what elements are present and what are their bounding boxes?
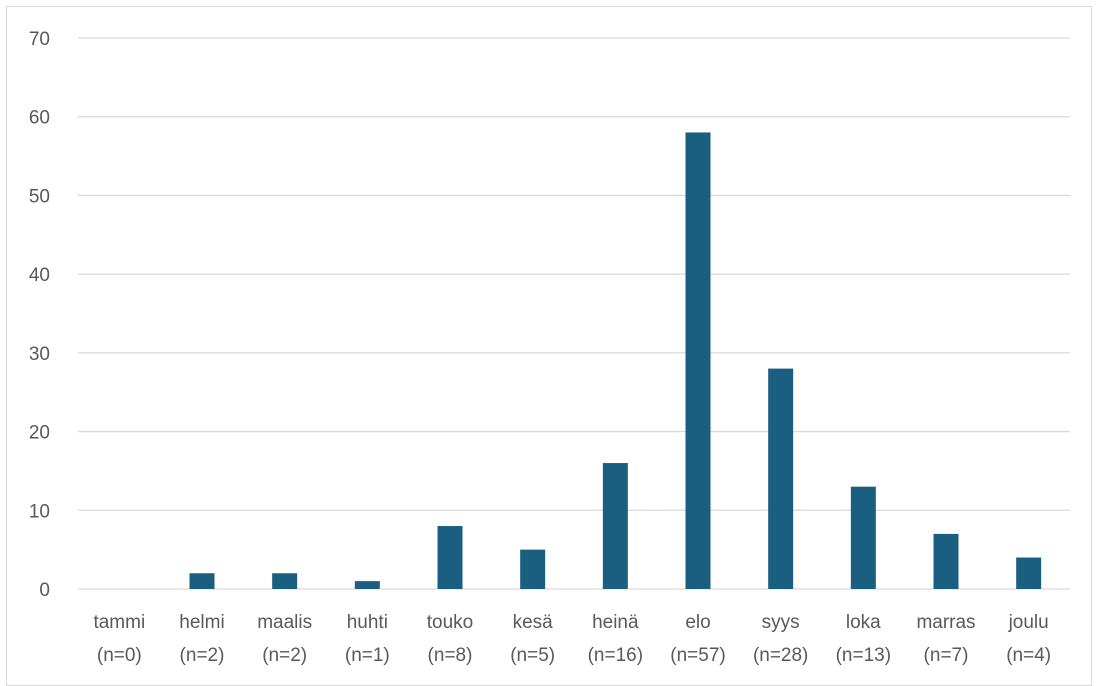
category-label-month: joulu — [1008, 612, 1049, 633]
category-label-count: (n=8) — [428, 645, 473, 666]
y-tick-label: 60 — [29, 108, 50, 129]
y-tick-label: 70 — [29, 29, 50, 50]
category-label-month: syys — [762, 612, 800, 633]
category-label-count: (n=13) — [836, 645, 891, 666]
category-label-month: touko — [427, 612, 473, 633]
x-axis-category-labels: tammi (n=0) helmi (n=2) maalis (n=2) huhti (n=1… — [93, 612, 1051, 666]
bar-heinä — [602, 463, 628, 589]
bar-loka — [850, 486, 876, 589]
category-label-month: kesä — [513, 612, 554, 633]
category-label-count: (n=57) — [670, 645, 725, 666]
category-label-month: marras — [916, 612, 975, 633]
bar-joulu — [1016, 557, 1042, 589]
y-tick-label: 10 — [29, 501, 50, 522]
category-label-month: elo — [685, 612, 710, 633]
bar-marras — [933, 533, 959, 589]
category-label-count: (n=2) — [262, 645, 307, 666]
bars — [189, 132, 1042, 589]
category-label-count: (n=0) — [97, 645, 142, 666]
gridlines — [78, 37, 1070, 590]
category-label-count: (n=1) — [345, 645, 390, 666]
bar-huhti — [354, 581, 380, 589]
y-tick-label: 0 — [39, 580, 50, 601]
chart-frame — [6, 6, 1092, 686]
y-tick-label: 50 — [29, 186, 50, 207]
category-label-month: tammi — [93, 612, 145, 633]
category-label-count: (n=5) — [510, 645, 555, 666]
y-tick-label: 30 — [29, 344, 50, 365]
bar-syys — [768, 368, 794, 589]
category-label-count: (n=16) — [588, 645, 643, 666]
category-label-month: helmi — [179, 612, 224, 633]
category-label-count: (n=28) — [753, 645, 808, 666]
category-label-month: loka — [846, 612, 881, 633]
bar-helmi — [189, 573, 215, 589]
category-label-count: (n=4) — [1006, 645, 1051, 666]
category-label-month: maalis — [257, 612, 312, 633]
bar-touko — [437, 526, 463, 589]
y-tick-label: 20 — [29, 423, 50, 444]
y-tick-label: 40 — [29, 265, 50, 286]
category-label-count: (n=2) — [180, 645, 225, 666]
category-label-count: (n=7) — [924, 645, 969, 666]
y-axis-tick-labels: 0 10 20 30 40 50 60 70 — [29, 29, 50, 601]
bar-maalis — [272, 573, 298, 589]
category-label-month: huhti — [347, 612, 388, 633]
bar-kesä — [520, 549, 546, 589]
bar-elo — [685, 132, 711, 589]
category-label-month: heinä — [592, 612, 639, 633]
